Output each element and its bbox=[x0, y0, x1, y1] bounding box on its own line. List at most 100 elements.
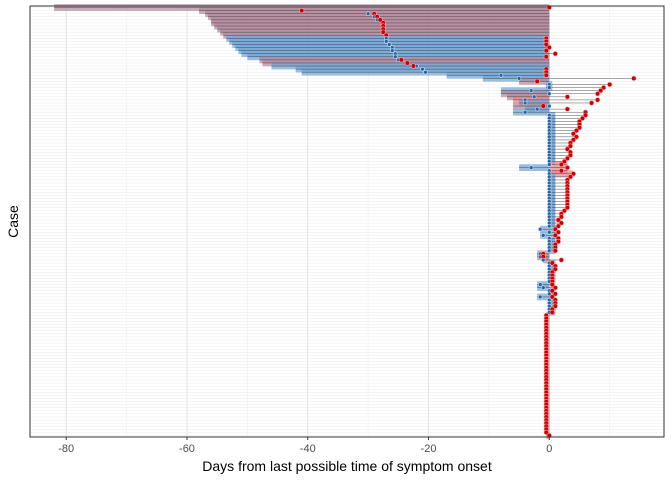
red-point bbox=[540, 103, 546, 109]
red-point bbox=[552, 291, 558, 297]
red-point bbox=[555, 217, 561, 223]
x-tick-label: -60 bbox=[179, 443, 195, 455]
red-point bbox=[570, 131, 577, 137]
red-point bbox=[594, 91, 601, 97]
red-point bbox=[555, 223, 561, 229]
blue-point bbox=[547, 248, 552, 253]
red-point bbox=[543, 48, 549, 54]
red-point bbox=[552, 248, 558, 254]
blue-point bbox=[383, 39, 389, 44]
red-point bbox=[410, 63, 417, 69]
red-point bbox=[546, 44, 552, 51]
red-point bbox=[597, 88, 604, 94]
x-axis-title: Days from last possible time of symptom … bbox=[202, 458, 492, 474]
blue-point bbox=[516, 76, 522, 81]
blue-point bbox=[528, 165, 534, 170]
red-point bbox=[552, 303, 558, 309]
blue-point bbox=[393, 54, 398, 60]
red-point bbox=[558, 161, 564, 168]
red-point bbox=[579, 115, 586, 121]
red-point bbox=[549, 294, 555, 300]
red-point bbox=[601, 84, 607, 91]
red-point bbox=[380, 29, 386, 35]
red-point bbox=[543, 72, 549, 78]
red-point bbox=[558, 220, 564, 226]
red-point bbox=[570, 137, 577, 143]
blue-point bbox=[531, 94, 537, 100]
red-point bbox=[404, 60, 410, 66]
red-point bbox=[555, 229, 561, 235]
blue-point bbox=[547, 85, 552, 90]
red-point bbox=[561, 208, 567, 214]
x-tick-label: 0 bbox=[546, 443, 552, 455]
blue-point bbox=[420, 66, 425, 72]
red-point bbox=[564, 155, 570, 161]
red-point bbox=[567, 152, 574, 158]
red-point bbox=[552, 226, 558, 232]
red-point bbox=[549, 260, 555, 266]
red-point bbox=[564, 106, 570, 112]
blue-point bbox=[390, 48, 395, 53]
blue-point bbox=[547, 230, 552, 235]
red-point bbox=[573, 128, 580, 134]
red-point bbox=[594, 97, 601, 103]
red-point bbox=[564, 146, 570, 152]
blue-point bbox=[540, 257, 546, 263]
blue-point bbox=[547, 103, 552, 109]
red-point bbox=[543, 429, 549, 435]
blue-point bbox=[547, 223, 552, 229]
red-point bbox=[377, 17, 383, 23]
blue-point bbox=[498, 73, 504, 78]
blue-point bbox=[547, 162, 552, 167]
blue-point bbox=[528, 88, 534, 93]
red-point bbox=[564, 94, 570, 100]
panel-border bbox=[29, 5, 665, 438]
blue-point bbox=[387, 42, 392, 47]
red-point bbox=[573, 134, 580, 140]
red-point bbox=[567, 174, 574, 180]
x-axis: -80 -60 -40 -20 0 bbox=[58, 437, 552, 455]
blue-point bbox=[423, 69, 428, 75]
blue-point bbox=[522, 100, 528, 106]
blue-point bbox=[365, 11, 371, 16]
red-point bbox=[588, 100, 595, 106]
red-point bbox=[582, 112, 589, 118]
blue-point bbox=[540, 285, 546, 290]
blue-point bbox=[534, 106, 540, 112]
red-point bbox=[549, 288, 555, 294]
red-point bbox=[543, 41, 549, 48]
y-axis-title: Case bbox=[5, 205, 21, 238]
red-point bbox=[534, 78, 540, 85]
red-point bbox=[570, 171, 577, 177]
red-point bbox=[558, 214, 564, 220]
blue-point bbox=[540, 233, 546, 238]
x-tick-label: -80 bbox=[58, 443, 74, 455]
blue-point bbox=[537, 294, 543, 300]
red-point bbox=[558, 257, 564, 263]
red-point bbox=[561, 158, 567, 165]
red-point bbox=[576, 125, 583, 131]
x-tick-label: -40 bbox=[300, 443, 316, 455]
red-point bbox=[631, 75, 637, 81]
red-point bbox=[567, 143, 574, 149]
red-point bbox=[564, 205, 570, 211]
red-point bbox=[552, 266, 558, 272]
blue-point bbox=[537, 282, 543, 287]
blue-point bbox=[537, 226, 543, 232]
blue-point bbox=[522, 109, 528, 115]
blue-point bbox=[547, 291, 552, 297]
red-point bbox=[555, 238, 561, 245]
red-point bbox=[552, 232, 558, 238]
red-point bbox=[552, 51, 558, 57]
red-point bbox=[552, 285, 558, 291]
red-point bbox=[607, 81, 613, 88]
red-point bbox=[549, 309, 555, 315]
red-point bbox=[543, 54, 549, 60]
x-tick-label: -20 bbox=[421, 443, 437, 455]
red-point bbox=[558, 168, 564, 174]
data-marks bbox=[54, 4, 637, 439]
red-point bbox=[398, 57, 404, 63]
red-point bbox=[549, 282, 555, 288]
blue-point bbox=[547, 91, 552, 96]
